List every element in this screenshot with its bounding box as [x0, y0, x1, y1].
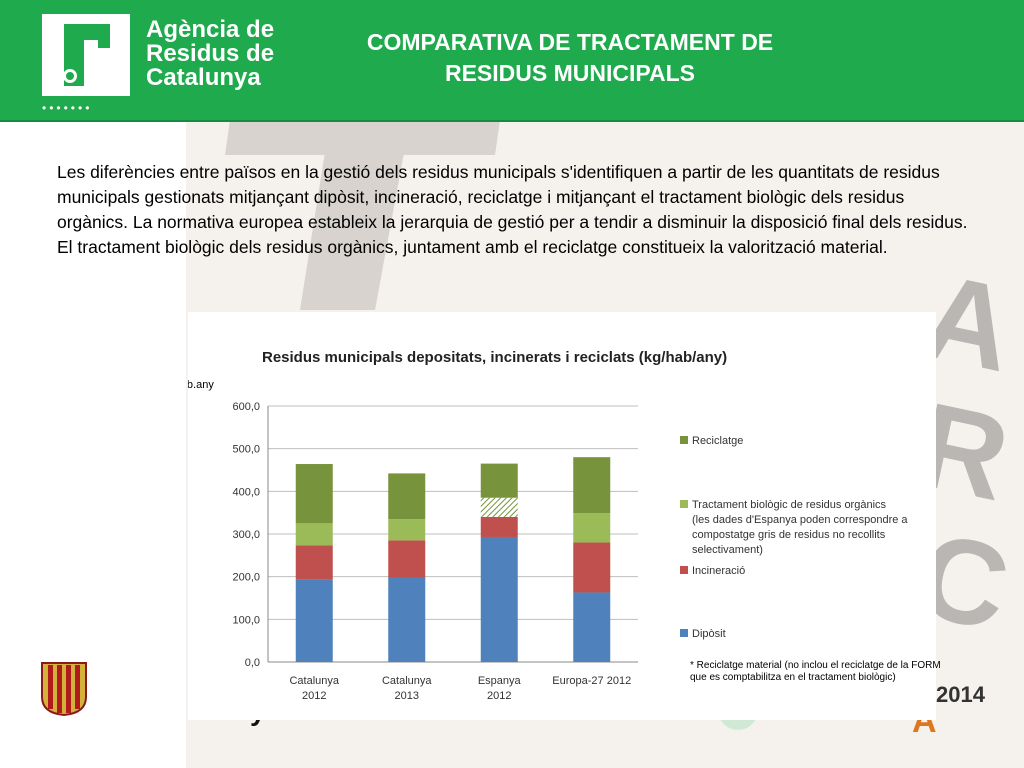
chart-footnote: * Reciclatge material (no inclou el reci… [690, 660, 990, 684]
chart-footnote-line1: * Reciclatge material (no inclou el reci… [690, 660, 941, 671]
x-tick-label: 2012 [302, 690, 326, 702]
legend-swatch [680, 436, 688, 444]
y-tick-label: 500,0 [232, 444, 260, 456]
bar-segment [388, 540, 426, 578]
x-tick-label: Catalunya [382, 675, 432, 687]
legend-swatch [680, 566, 688, 574]
y-tick-label: 200,0 [232, 572, 260, 584]
bar-segment [295, 464, 333, 524]
bar-segment [295, 523, 333, 546]
page-title-line1: COMPARATIVA DE TRACTAMENT DE [366, 29, 774, 55]
legend-label: Tractament biològic de residus orgànics [692, 499, 887, 511]
intro-paragraph: Les diferències entre països en la gesti… [57, 162, 968, 257]
page-title-line2: RESIDUS MUNICIPALS [444, 60, 696, 86]
y-tick-label: 0,0 [245, 657, 260, 669]
page-title: COMPARATIVA DE TRACTAMENT DE RESIDUS MUN… [330, 27, 810, 89]
legend-swatch [680, 629, 688, 637]
legend-label: Reciclatge [692, 435, 743, 447]
bar-segment [295, 545, 333, 580]
bar-segment [388, 473, 426, 520]
bar-segment [573, 457, 611, 514]
bar-segment [573, 592, 611, 662]
x-tick-label: 2013 [395, 690, 419, 702]
agency-name-line1: Agència de [146, 16, 275, 43]
y-tick-label: 100,0 [232, 614, 260, 626]
bar-segment [295, 579, 333, 662]
y-tick-label: 400,0 [232, 486, 260, 498]
legend-label: Dipòsit [692, 628, 726, 640]
bar-segment [480, 516, 518, 537]
x-tick-label: 2012 [487, 690, 511, 702]
government-crest-icon [41, 662, 87, 717]
y-tick-label: 300,0 [232, 529, 260, 541]
legend-swatch [680, 500, 688, 508]
bar-segment [480, 497, 518, 517]
left-white-strip [0, 120, 186, 768]
bar-segment [573, 513, 611, 543]
legend-label: compostatge gris de residus no recollits [692, 529, 886, 541]
y-tick-label: 600,0 [232, 401, 260, 413]
x-tick-label: Catalunya [289, 675, 339, 687]
bar-segment [388, 519, 426, 541]
stacked-bar-chart: Residus municipals depositats, incinerat… [160, 349, 908, 702]
logo-dots: ••••••• [42, 101, 93, 115]
x-tick-label: Europa-27 2012 [552, 675, 631, 687]
header-bar: Agència de Residus de Catalunya ••••••• … [0, 0, 1024, 122]
year-label: 2014 [936, 682, 985, 707]
legend-label: (les dades d'Espanya poden correspondre … [692, 514, 908, 526]
agency-name-line3: Catalunya [146, 64, 261, 91]
chart-footnote-line2: que es comptabilitza en el tractament bi… [690, 672, 896, 683]
x-tick-label: Espanya [478, 675, 522, 687]
bar-segment [480, 536, 518, 662]
agency-name: Agència de Residus de Catalunya [146, 18, 274, 90]
y-axis-label: kg/hab.any [188, 379, 214, 391]
bar-segment [573, 542, 611, 593]
chart-title: Residus municipals depositats, incinerat… [262, 349, 727, 366]
bar-segment [388, 577, 426, 662]
legend-label: Incineració [692, 565, 745, 577]
chart-card: Residus municipals depositats, incinerat… [160, 312, 936, 720]
agency-logo [42, 14, 130, 96]
legend-label: selectivament) [692, 544, 763, 556]
agency-name-line2: Residus de [146, 40, 275, 67]
logo-r-icon [63, 24, 110, 86]
bar-segment [480, 463, 518, 498]
